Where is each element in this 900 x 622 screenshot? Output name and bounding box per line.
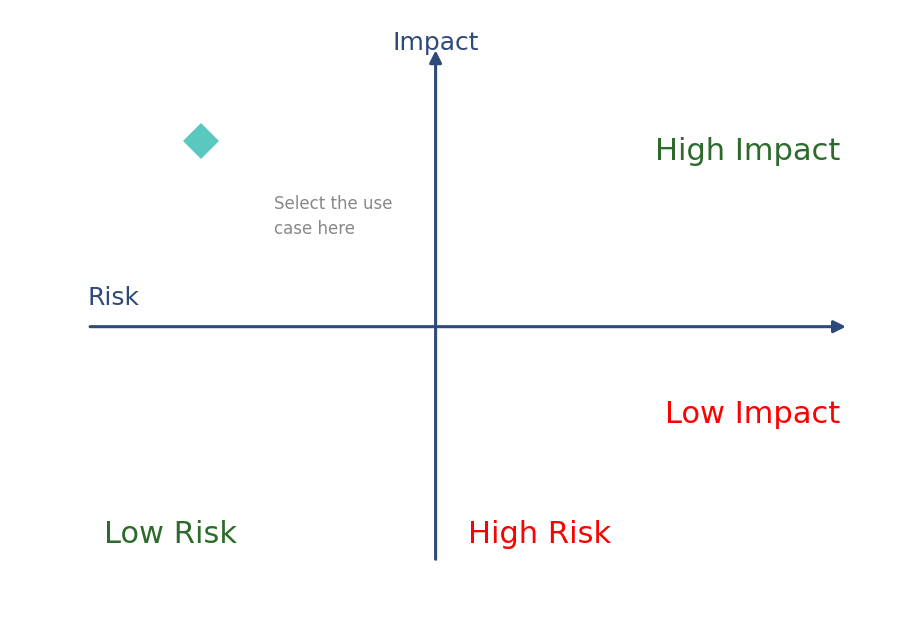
- Text: Low Risk: Low Risk: [104, 520, 237, 549]
- Text: Select the use
case here: Select the use case here: [274, 195, 392, 238]
- Text: High Risk: High Risk: [468, 520, 611, 549]
- Text: Risk: Risk: [87, 286, 140, 310]
- Text: High Impact: High Impact: [655, 137, 841, 166]
- Text: Low Impact: Low Impact: [665, 400, 841, 429]
- Text: Impact: Impact: [392, 31, 479, 55]
